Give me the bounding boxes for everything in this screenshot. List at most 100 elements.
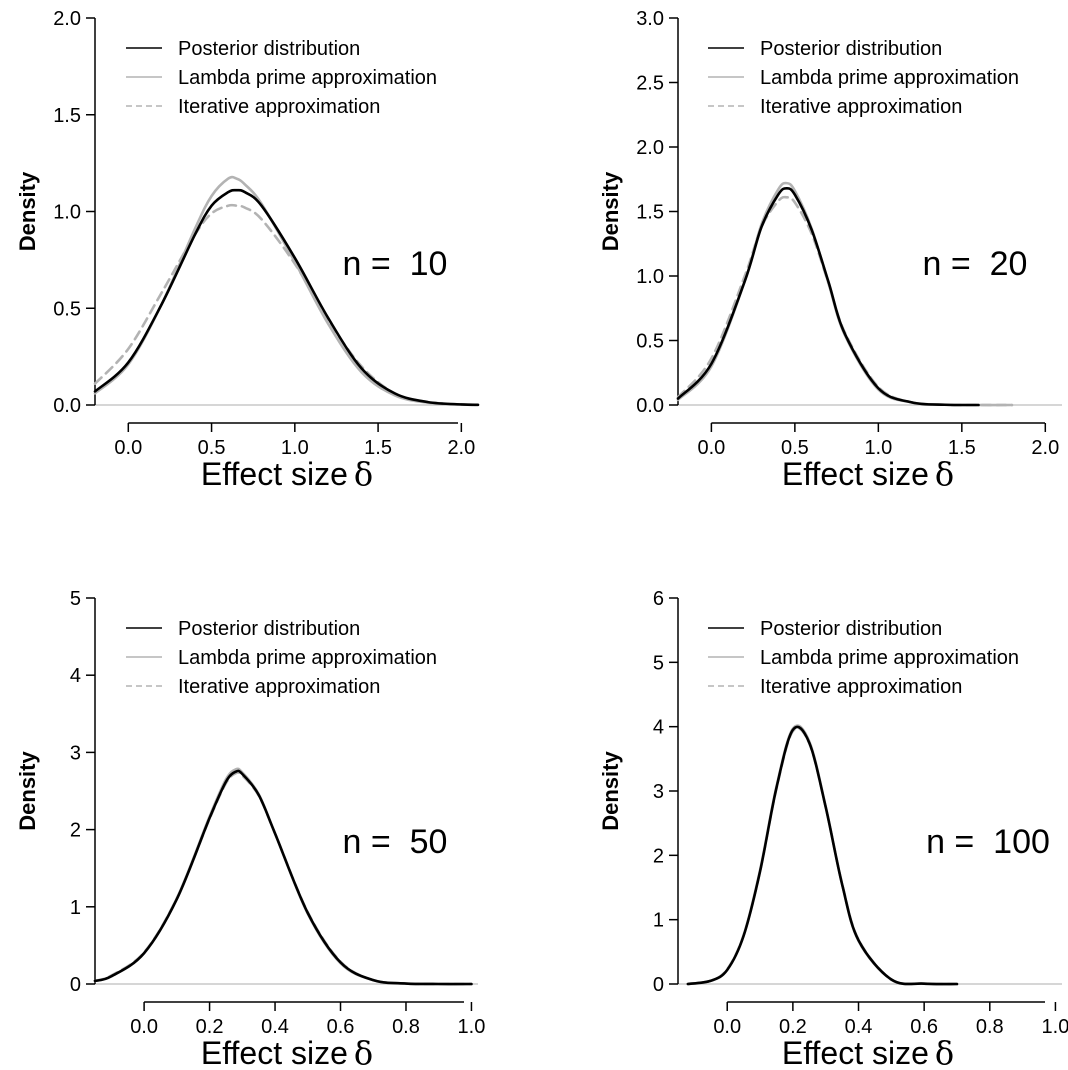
y-tick-label: 1.0	[636, 266, 664, 288]
delta-symbol: δ	[935, 1034, 954, 1070]
y-axis-title: Density	[598, 751, 623, 831]
x-tick-label: 0.8	[976, 1016, 1004, 1038]
x-tick-label: 1.0	[864, 437, 892, 459]
x-tick-label: 0.0	[713, 1016, 741, 1038]
y-tick-label: 0.5	[636, 331, 664, 353]
series-line-posterior	[686, 725, 959, 986]
x-tick-label: 1.0	[1042, 1016, 1068, 1038]
legend-label: Posterior distribution	[178, 618, 360, 640]
legend-label: Lambda prime approximation	[760, 647, 1019, 669]
y-tick-label: 2	[653, 845, 664, 867]
y-tick-label: 1.0	[53, 202, 81, 224]
x-tick-label: 0.0	[130, 1016, 158, 1038]
y-tick-label: 4	[653, 717, 664, 739]
x-tick-label: 0.8	[392, 1016, 420, 1038]
y-tick-label: 2.5	[636, 73, 664, 95]
x-axis-title-text: Effect size	[201, 1035, 348, 1070]
legend-label: Iterative approximation	[760, 676, 962, 698]
x-tick-label: 0.0	[114, 437, 142, 459]
delta-symbol: δ	[354, 1034, 373, 1070]
y-tick-label: 0	[70, 974, 81, 996]
legend-label: Iterative approximation	[178, 676, 380, 698]
legend: Posterior distribution Lambda prime appro…	[708, 618, 1019, 698]
series-line-iterative	[93, 771, 473, 986]
y-axis-title: Density	[598, 171, 623, 251]
x-axis-title: Effect size δ	[201, 455, 373, 493]
legend: Posterior distribution Lambda prime appro…	[126, 618, 437, 698]
series-line-posterior	[93, 188, 480, 407]
series-line-lambda-prime	[676, 181, 1014, 407]
y-tick-label: 2	[70, 820, 81, 842]
delta-symbol: δ	[354, 455, 373, 493]
x-axis-title-text: Effect size	[782, 1035, 929, 1070]
x-tick-label: 0.0	[697, 437, 725, 459]
y-axis-title: Density	[15, 171, 40, 251]
x-axis-title: Effect size δ	[201, 1034, 373, 1070]
series-line-lambda-prime	[686, 724, 959, 986]
x-tick-label: 1.5	[948, 437, 976, 459]
legend-label: Lambda prime approximation	[178, 67, 437, 89]
y-tick-label: 3	[70, 742, 81, 764]
legend: Posterior distribution Lambda prime appro…	[708, 38, 1019, 118]
y-tick-label: 5	[653, 652, 664, 674]
series-line-iterative	[686, 726, 959, 986]
y-tick-label: 2.0	[53, 8, 81, 30]
legend-label: Lambda prime approximation	[760, 67, 1019, 89]
legend-label: Lambda prime approximation	[178, 647, 437, 669]
y-tick-label: 0	[653, 974, 664, 996]
legend-label: Posterior distribution	[760, 38, 942, 60]
y-tick-label: 1	[653, 910, 664, 932]
y-tick-label: 5	[70, 588, 81, 610]
x-tick-label: 1.5	[364, 437, 392, 459]
panel-4: 0 1 2 3 4 5 6 0.0 0.2 0.4 0.6 0.8 1.0 Effect size δ Den…	[598, 588, 1068, 1070]
series-line-lambda-prime	[93, 175, 480, 407]
y-tick-label: 1.5	[53, 105, 81, 127]
y-tick-label: 0.5	[53, 298, 81, 320]
series-line-iterative	[676, 195, 1014, 407]
x-tick-label: 0.6	[910, 1016, 938, 1038]
x-axis-title: Effect size δ	[782, 455, 954, 493]
sample-size-annotation: n = 10	[343, 245, 448, 283]
sample-size-annotation: n = 100	[926, 823, 1050, 861]
x-tick-label: 2.0	[447, 437, 475, 459]
series-line-iterative	[93, 203, 480, 407]
x-axis-title-text: Effect size	[201, 456, 348, 492]
y-tick-label: 4	[70, 665, 81, 687]
y-axis-title: Density	[15, 751, 40, 831]
series-line-posterior	[93, 769, 473, 986]
x-tick-label: 1.0	[458, 1016, 486, 1038]
x-axis-title-text: Effect size	[782, 456, 929, 492]
x-tick-label: 0.5	[781, 437, 809, 459]
y-tick-label: 0.0	[53, 395, 81, 417]
x-tick-label: 2.0	[1031, 437, 1059, 459]
y-tick-label: 6	[653, 588, 664, 610]
x-tick-label: 0.4	[261, 1016, 289, 1038]
x-tick-label: 0.5	[198, 437, 226, 459]
x-tick-label: 0.2	[779, 1016, 807, 1038]
y-tick-label: 2.0	[636, 137, 664, 159]
y-tick-label: 1	[70, 897, 81, 919]
sample-size-annotation: n = 50	[343, 823, 448, 861]
x-tick-label: 0.4	[845, 1016, 873, 1038]
panel-1: 0.0 0.5 1.0 1.5 2.0 0.0 0.5 1.0 1.5 2.0 Effect siz…	[15, 8, 480, 493]
legend-label: Iterative approximation	[178, 96, 380, 118]
legend-label: Posterior distribution	[178, 38, 360, 60]
y-tick-label: 1.5	[636, 202, 664, 224]
x-tick-label: 1.0	[281, 437, 309, 459]
series-line-posterior	[676, 186, 980, 407]
series-line-lambda-prime	[93, 767, 473, 986]
legend-label: Iterative approximation	[760, 96, 962, 118]
x-tick-label: 0.6	[327, 1016, 355, 1038]
y-tick-label: 3	[653, 781, 664, 803]
x-tick-label: 0.2	[196, 1016, 224, 1038]
legend: Posterior distribution Lambda prime appro…	[126, 38, 437, 118]
delta-symbol: δ	[935, 455, 954, 493]
sample-size-annotation: n = 20	[923, 245, 1028, 283]
panel-2: 0.0 0.5 1.0 1.5 2.0 2.5 3.0 0.0 0.5 1.0 1.5 2.0 Effe…	[598, 8, 1062, 493]
y-tick-label: 3.0	[636, 8, 664, 30]
legend-label: Posterior distribution	[760, 618, 942, 640]
x-axis-title: Effect size δ	[782, 1034, 954, 1070]
panel-3: 0 1 2 3 4 5 0.0 0.2 0.4 0.6 0.8 1.0 Effect size δ Dens…	[15, 588, 485, 1070]
y-tick-label: 0.0	[636, 395, 664, 417]
